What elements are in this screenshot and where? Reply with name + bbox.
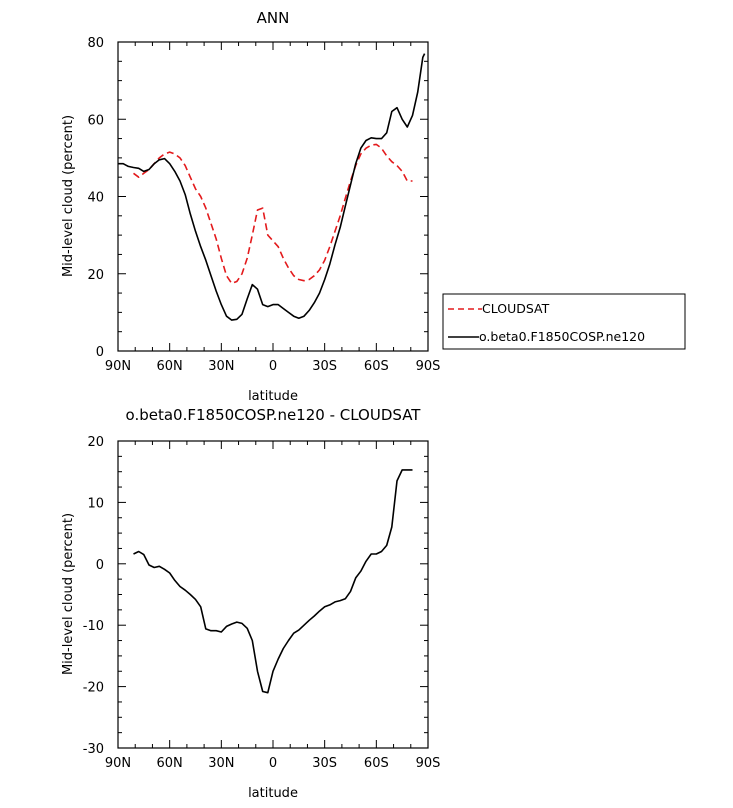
- top-chart-series-line-model: [118, 53, 426, 321]
- top-chart-x-tick-label: 90S: [416, 359, 441, 374]
- bottom-chart-x-tick-label: 60N: [157, 756, 183, 771]
- bottom-chart-x-axis-label: latitude: [248, 786, 298, 801]
- bottom-chart-y-tick-label: -30: [83, 742, 104, 757]
- top-chart-y-axis-label: Mid-level cloud (percent): [61, 115, 76, 277]
- legend-box: [442, 293, 686, 350]
- bottom-chart-y-axis-label: Mid-level cloud (percent): [61, 513, 76, 675]
- bottom-chart-x-tick-label: 30S: [312, 756, 337, 771]
- top-chart-series-line-cloudsat: [133, 143, 413, 285]
- top-chart-y-tick-label: 20: [87, 268, 104, 283]
- legend-label-model: o.beta0.F1850COSP.ne120: [479, 329, 645, 344]
- bottom-chart-x-tick-label: 90N: [105, 756, 131, 771]
- top-chart-y-tick-label: 60: [87, 113, 104, 128]
- bottom-chart-series-line-difference: [133, 469, 413, 694]
- top-chart-x-tick-label: 30S: [312, 359, 337, 374]
- bottom-chart-title: o.beta0.F1850COSP.ne120 - CLOUDSAT: [126, 406, 422, 424]
- top-chart-x-axis-label: latitude: [248, 389, 298, 404]
- top-chart-panel: ANN latitude Mid-level cloud (percent) 9…: [61, 9, 440, 404]
- bottom-chart-panel: o.beta0.F1850COSP.ne120 - CLOUDSAT latit…: [61, 406, 440, 801]
- top-chart-x-tick-label: 0: [269, 359, 277, 374]
- bottom-chart-x-tick-label: 60S: [364, 756, 389, 771]
- top-chart-x-tick-label: 60N: [157, 359, 183, 374]
- top-chart-x-tick-label: 30N: [208, 359, 234, 374]
- bottom-chart-x-tick-label: 90S: [416, 756, 441, 771]
- bottom-chart-x-tick-label: 30N: [208, 756, 234, 771]
- top-chart-y-tick-label: 40: [87, 191, 104, 206]
- top-chart-title: ANN: [257, 9, 290, 27]
- top-chart-y-tick-label: 0: [96, 345, 104, 360]
- bottom-chart-y-tick-label: -10: [83, 619, 104, 634]
- top-chart-x-tick-label: 90N: [105, 359, 131, 374]
- bottom-chart-x-tick-label: 0: [269, 756, 277, 771]
- top-chart-x-tick-label: 60S: [364, 359, 389, 374]
- bottom-chart-frame: [117, 440, 429, 749]
- bottom-chart-y-tick-label: -20: [83, 681, 104, 696]
- bottom-chart-y-tick-label: 10: [87, 496, 104, 511]
- bottom-chart-y-tick-label: 20: [87, 435, 104, 450]
- legend-label-cloudsat: CLOUDSAT: [482, 301, 550, 316]
- legend: CLOUDSAT o.beta0.F1850COSP.ne120: [442, 293, 686, 350]
- top-chart-y-tick-label: 80: [87, 36, 104, 51]
- bottom-chart-y-tick-label: 0: [96, 558, 104, 573]
